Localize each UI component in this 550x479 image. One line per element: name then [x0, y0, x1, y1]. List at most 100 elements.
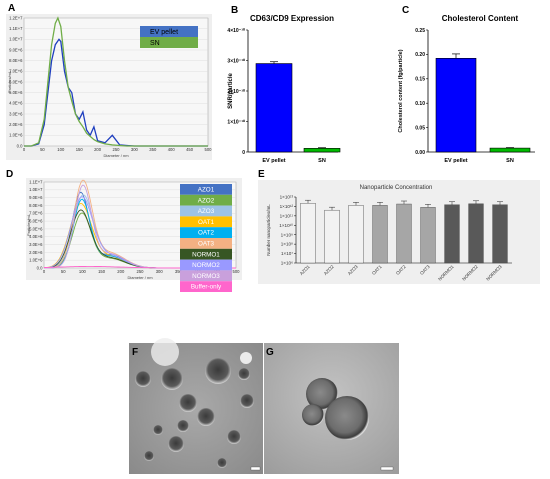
legend-label-oat2: OAT2 [198, 230, 214, 237]
panel-f-vesicle [144, 451, 154, 461]
bar-azo1 [300, 203, 316, 264]
y-tick-label: 7.0E+6 [29, 211, 43, 216]
panel-f-vesicle [227, 430, 241, 444]
x-tick-label: 500 [233, 269, 241, 274]
legend-label-ev-pellet: EV pellet [150, 29, 178, 36]
legend-label-azo3: AZO3 [198, 208, 215, 215]
panel-a-series [24, 16, 208, 147]
panel-e-y-label: Number nanoparticles/mL [266, 204, 271, 256]
y-tick-label: 0.0 [17, 143, 23, 148]
panel-a-x-label: Diameter / nm [103, 153, 129, 158]
y-tick-label: 1.2E+7 [9, 15, 23, 20]
y-tick-label: 1.0E+7 [9, 37, 23, 42]
x-tick-label: 100 [57, 147, 65, 152]
panel-e-y-ticks: 1×10⁶ 1×10⁷ 1×10⁸ 1×10⁹ 1×10¹⁰ 1×10¹¹ 1×10¹² 1×… [279, 195, 296, 266]
panel-b: CD63/CD9 Expression 0 1×10⁻¹⁰ 2×10⁻¹⁰ 3×10⁻… [227, 14, 341, 164]
y-tick-label: 1×10¹² [280, 204, 294, 209]
panel-g-vesicle [302, 404, 324, 426]
legend-swatch-sn [140, 37, 198, 48]
panel-b-y-label: SNR/particle [228, 73, 234, 109]
panel-b-x-label-sn: SN [318, 158, 326, 164]
x-tick-label: 0 [23, 147, 26, 152]
bar-azo2 [324, 209, 340, 264]
x-tick-label: OAT2 [395, 264, 407, 276]
y-tick-label: 9.0E+6 [29, 195, 43, 200]
y-tick-label: 4.0E+6 [9, 101, 23, 106]
y-tick-label: 1.0E+6 [29, 258, 43, 263]
panel-c-bars [435, 53, 531, 153]
panel-b-title: CD63/CD9 Expression [250, 14, 334, 23]
bar-normo1 [444, 204, 460, 264]
y-tick-label: 0 [242, 150, 245, 156]
legend-swatch-azo2 [180, 194, 232, 206]
legend-label-azo1: AZO1 [198, 187, 215, 194]
y-tick-label: 6.0E+6 [9, 79, 23, 84]
y-tick-label: 0.00 [415, 150, 425, 156]
panel-f-vesicle [238, 368, 250, 380]
x-tick-label: 350 [149, 147, 157, 152]
bar-ev-pellet [255, 63, 293, 153]
legend-label-azo2: AZO2 [198, 197, 215, 204]
y-tick-label: 1×10⁹ [281, 232, 293, 237]
panel-a-y-label: Particles/mL [7, 70, 12, 93]
y-tick-label: 3.0E+6 [29, 242, 43, 247]
y-tick-label: 1×10⁷ [281, 251, 293, 256]
panel-letter-g: G [266, 347, 274, 358]
panel-letter-c: C [402, 5, 409, 16]
x-tick-label: 100 [79, 269, 87, 274]
panel-d-y-label: Particles/mL [26, 213, 31, 236]
panel-g-vesicle [325, 396, 369, 440]
panel-f-vesicle [240, 394, 254, 408]
y-tick-label: 2.0E+6 [9, 122, 23, 127]
y-tick-label: 1×10¹¹ [280, 213, 294, 218]
panel-letter-d: D [6, 169, 13, 180]
legend-label-normo2: NORMO2 [192, 262, 220, 269]
bar-normo3 [492, 204, 508, 264]
y-tick-label: 5.0E+6 [29, 226, 43, 231]
x-tick-label: 250 [113, 147, 121, 152]
x-tick-label: 200 [94, 147, 102, 152]
panel-letter-a: A [8, 3, 15, 14]
y-tick-label: 1×10⁻¹⁰ [227, 119, 245, 125]
panel-c-y-label: Cholesterol content (fg/particle) [398, 49, 404, 132]
y-tick-label: 0.05 [415, 125, 425, 131]
panel-a-legend: EV pellet SN [140, 26, 198, 48]
bar-oat2 [396, 203, 412, 264]
x-tick-label: 50 [40, 147, 45, 152]
legend-swatch-azo1 [180, 184, 232, 195]
panel-f-vesicle [135, 371, 151, 387]
x-tick-label: OAT1 [371, 264, 383, 276]
y-tick-label: 1×10⁶ [281, 261, 293, 266]
panel-letter-f: F [132, 347, 138, 358]
y-tick-label: 3×10⁻¹⁰ [227, 58, 245, 64]
panel-f-vesicle [177, 420, 189, 432]
y-tick-label: 7.0E+6 [9, 69, 23, 74]
panel-d-y-ticks: 0.0 1.0E+6 2.0E+6 3.0E+6 4.0E+6 5.0E+6 6.0E+6 7… [29, 179, 43, 270]
y-tick-label: 1.1E+7 [29, 179, 43, 184]
panel-c-x-label-sn: SN [506, 158, 514, 164]
x-tick-label: 400 [168, 147, 176, 152]
bar-oat1 [372, 205, 388, 264]
legend-swatch-normo1 [180, 248, 232, 260]
x-tick-label: 300 [156, 269, 164, 274]
bar-azo3 [348, 205, 364, 264]
panel-g-vesicle [306, 378, 338, 410]
y-tick-label: 1.0E+6 [9, 133, 23, 138]
legend-label-normo1: NORMO1 [192, 251, 220, 258]
panel-d-legend: AZO1 AZO2 AZO3 OAT1 OAT2 OAT3 NORMO1 NORMO2 NORM… [180, 184, 232, 292]
x-tick-label: 300 [131, 147, 139, 152]
panel-f-vesicle [197, 408, 215, 426]
bar-sn [489, 147, 531, 153]
panel-f-scale-bar [250, 466, 261, 471]
panel-b-x-label-ev-pellet: EV pellet [262, 158, 285, 164]
legend-swatch-ev-pellet [140, 26, 198, 37]
y-tick-label: 1×10¹³ [280, 195, 294, 200]
legend-swatch-oat3 [180, 238, 232, 249]
y-tick-label: 9.0E+6 [9, 47, 23, 52]
y-tick-label: 4×10⁻¹⁰ [227, 28, 245, 34]
panel-letter-e: E [258, 169, 265, 180]
x-tick-label: 150 [98, 269, 106, 274]
x-tick-label: 250 [137, 269, 145, 274]
legend-label-oat1: OAT1 [198, 219, 214, 226]
y-tick-label: 4.0E+6 [29, 234, 43, 239]
